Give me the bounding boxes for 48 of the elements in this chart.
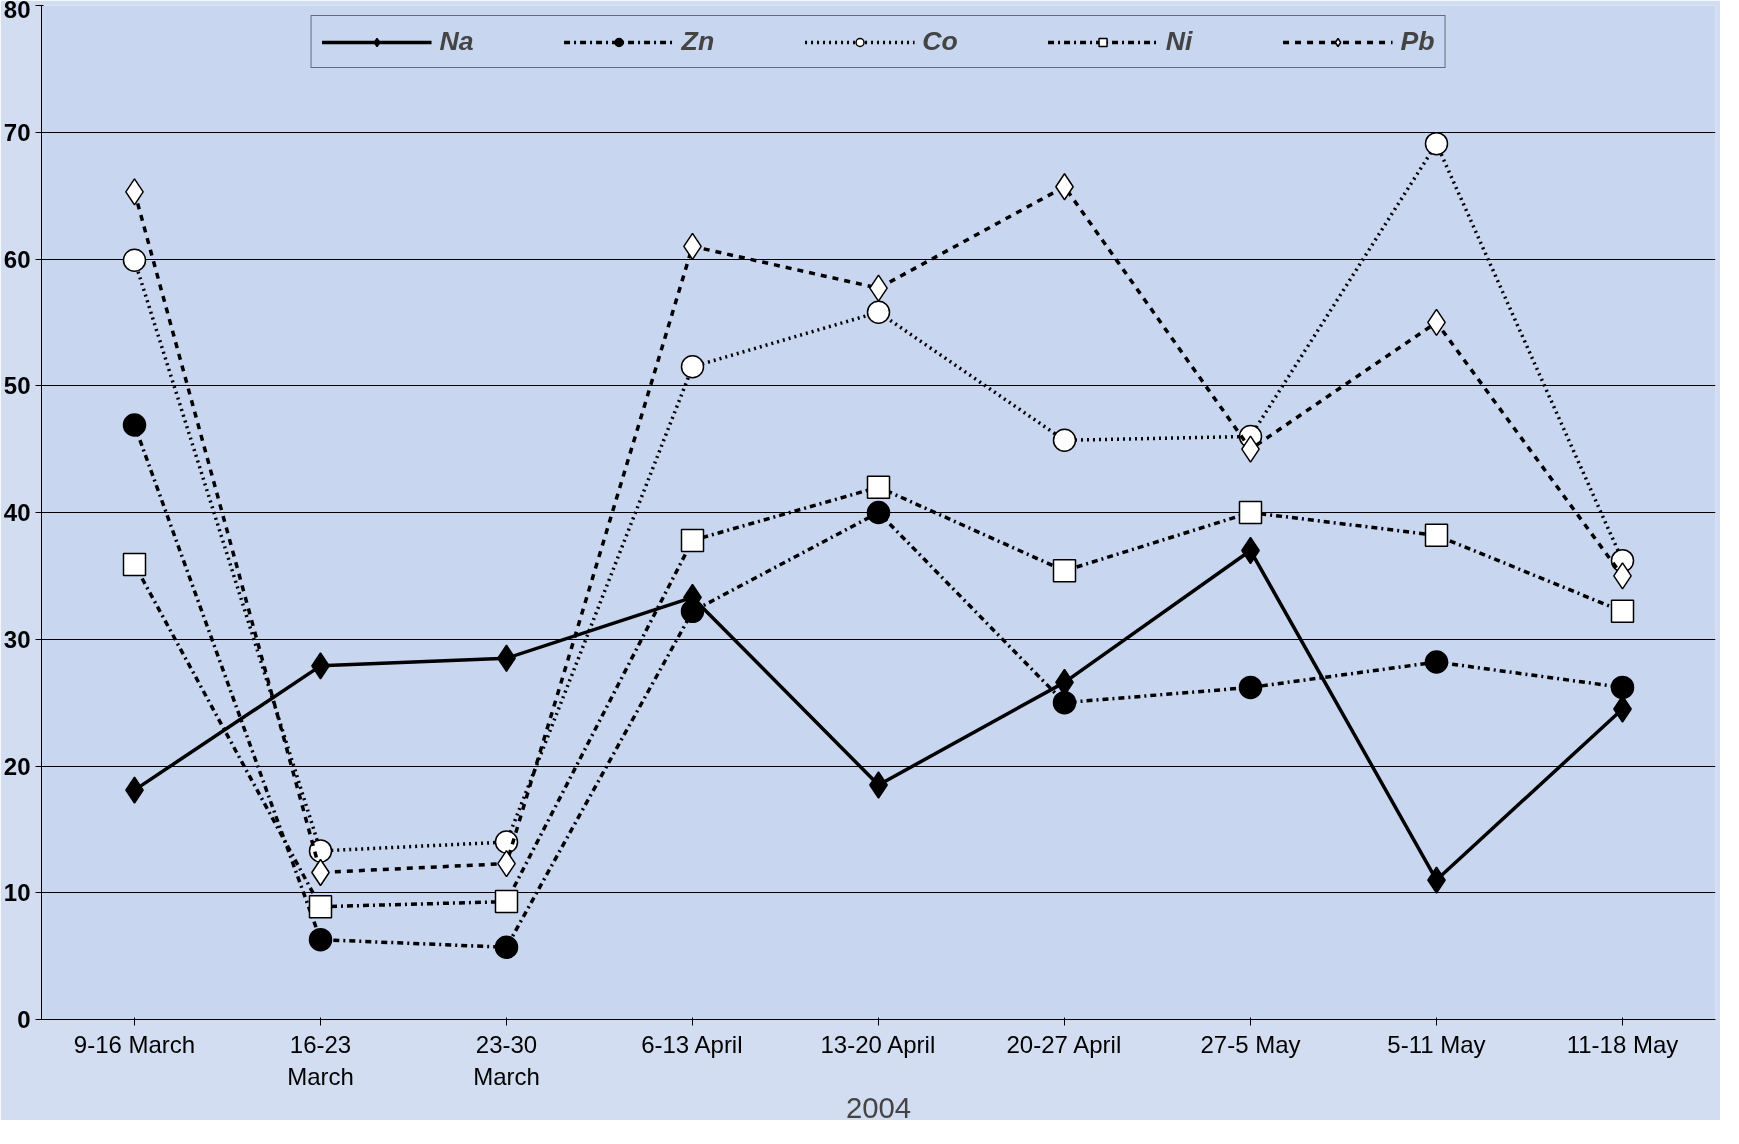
x-tick-label: 9-16 March <box>73 1030 196 1058</box>
point <box>1052 428 1077 452</box>
point <box>680 599 705 624</box>
x-tick-label: 6-13 April <box>641 1030 743 1058</box>
point <box>122 413 147 437</box>
point <box>1238 675 1263 700</box>
point <box>680 528 705 553</box>
x-tick-label: 23-30 March <box>473 1030 540 1090</box>
legend-label: Ni <box>1165 26 1193 57</box>
point <box>494 935 519 959</box>
y-tick-label: 30 <box>3 625 31 653</box>
point <box>308 894 333 919</box>
point <box>1610 675 1635 700</box>
x-tick-label: 27-5 May <box>1200 1030 1301 1058</box>
point <box>122 552 147 577</box>
y-tick-label: 10 <box>3 879 31 907</box>
point <box>866 475 891 499</box>
y-tick-label: 60 <box>3 245 31 273</box>
point <box>122 248 147 272</box>
x-tick-label: 11-18 May <box>1566 1030 1679 1058</box>
legend-label: Zn <box>681 26 715 57</box>
x-axis-title: 2004 <box>845 1090 912 1124</box>
point <box>308 927 333 952</box>
y-tick-label: 0 <box>17 1006 31 1033</box>
x-tick-label: 13-20 April <box>820 1030 936 1058</box>
point <box>1052 559 1077 583</box>
point <box>1424 650 1449 674</box>
point <box>494 889 519 914</box>
y-tick-label: 70 <box>3 118 31 146</box>
point <box>1052 690 1077 715</box>
x-tick-label: 20-27 April <box>1006 1030 1122 1058</box>
point <box>866 300 891 324</box>
legend-label: Na <box>439 26 474 57</box>
y-tick-label: 50 <box>3 372 31 400</box>
y-tick-label: 20 <box>3 752 31 780</box>
x-tick-label: 5-11 May <box>1387 1030 1486 1058</box>
point <box>1238 500 1263 525</box>
point <box>866 500 891 525</box>
x-tick-label: 16-23 March <box>287 1030 354 1090</box>
y-tick-label: 80 <box>3 0 31 23</box>
legend-label: Pb <box>1400 26 1435 57</box>
point <box>680 355 705 379</box>
point <box>1424 131 1449 156</box>
point <box>1610 599 1635 624</box>
point <box>1424 523 1449 548</box>
legend-label: Co <box>922 26 958 57</box>
point <box>494 830 519 854</box>
y-tick-label: 40 <box>3 499 31 526</box>
